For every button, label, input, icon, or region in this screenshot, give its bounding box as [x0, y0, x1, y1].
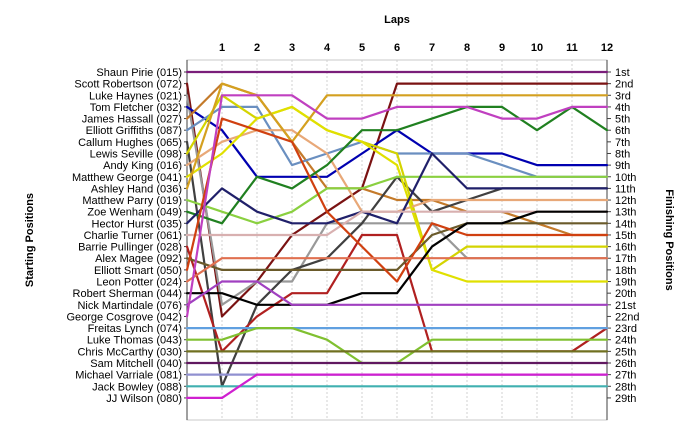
starting-position-label: Scott Robertson (072) — [74, 79, 182, 91]
left-axis-title: Starting Positions — [24, 193, 36, 287]
series-line — [185, 175, 609, 225]
starting-position-label: Leon Potter (024) — [96, 277, 182, 289]
finishing-position-label: 18th — [615, 265, 636, 277]
finishing-position-label: 7th — [615, 137, 630, 149]
finishing-position-label: 27th — [615, 370, 636, 382]
x-axis-title: Laps — [384, 14, 410, 26]
lap-tick-label: 8 — [464, 42, 470, 54]
starting-position-label: Barrie Pullinger (028) — [78, 242, 182, 254]
starting-position-label: Freitas Lynch (074) — [88, 323, 182, 335]
starting-position-label: Hector Hurst (035) — [92, 218, 182, 230]
starting-position-label: Callum Hughes (065) — [78, 137, 182, 149]
starting-position-label: Zoe Wenham (049) — [87, 207, 182, 219]
series-line — [185, 152, 609, 225]
starting-position-label: Shaun Pirie (015) — [96, 67, 182, 79]
series-line — [185, 117, 609, 283]
lap-tick-label: 7 — [429, 42, 435, 54]
lap-tick-label: 6 — [394, 42, 400, 54]
finishing-position-label: 29th — [615, 393, 636, 405]
starting-position-label: Michael Varriale (081) — [75, 370, 182, 382]
finishing-position-label: 17th — [615, 253, 636, 265]
starting-position-label: Matthew George (041) — [72, 172, 182, 184]
series-line — [185, 105, 609, 283]
finishing-position-label: 15th — [615, 230, 636, 242]
lap-tick-label: 12 — [601, 42, 613, 54]
right-axis-title: Finishing Positions — [663, 189, 675, 290]
starting-position-label: Jack Bowley (088) — [92, 381, 182, 393]
series-line — [185, 94, 609, 318]
finishing-position-label: 6th — [615, 125, 630, 137]
starting-position-label: Alex Magee (092) — [95, 253, 182, 265]
starting-position-label: Chris McCarthy (030) — [77, 346, 182, 358]
finishing-position-label: 21st — [615, 300, 636, 312]
starting-position-label: Elliott Smart (050) — [94, 265, 182, 277]
starting-position-label: Charlie Turner (061) — [84, 230, 182, 242]
finishing-position-label: 13th — [615, 207, 636, 219]
lap-tick-label: 2 — [254, 42, 260, 54]
lap-tick-label: 4 — [324, 42, 331, 54]
finishing-position-label: 14th — [615, 218, 636, 230]
series-line — [185, 222, 609, 271]
finishing-position-label: 12th — [615, 195, 636, 207]
starting-position-label: Nick Martindale (076) — [77, 300, 182, 312]
finishing-position-label: 8th — [615, 148, 630, 160]
lap-tick-label: 9 — [499, 42, 505, 54]
starting-position-label: Sam Mitchell (040) — [90, 358, 182, 370]
lap-tick-label: 11 — [566, 42, 578, 54]
finishing-position-label: 2nd — [615, 79, 633, 91]
finishing-position-label: 5th — [615, 114, 630, 126]
finishing-position-label: 26th — [615, 358, 636, 370]
starting-position-label: JJ Wilson (080) — [106, 393, 182, 405]
lap-tick-label: 10 — [531, 42, 543, 54]
starting-position-label: Tom Fletcher (032) — [90, 102, 182, 114]
starting-position-label: James Hassall (027) — [82, 114, 182, 126]
starting-position-label: Elliott Griffiths (087) — [86, 125, 182, 137]
finishing-position-label: 9th — [615, 160, 630, 172]
series-line — [185, 210, 609, 306]
finishing-position-label: 25th — [615, 346, 636, 358]
starting-position-label: Lewis Seville (098) — [90, 148, 182, 160]
starting-position-label: Luke Haynes (021) — [89, 90, 182, 102]
starting-position-label: Andy King (016) — [103, 160, 182, 172]
series-line — [185, 280, 609, 306]
lap-tick-label: 5 — [359, 42, 365, 54]
finishing-position-label: 4th — [615, 102, 630, 114]
finishing-position-label: 20th — [615, 288, 636, 300]
finishing-position-label: 3rd — [615, 90, 631, 102]
starting-position-label: George Cosgrove (042) — [66, 311, 182, 323]
finishing-position-label: 28th — [615, 381, 636, 393]
finishing-position-label: 16th — [615, 242, 636, 254]
starting-position-label: Luke Thomas (043) — [87, 335, 182, 347]
finishing-position-label: 11th — [615, 183, 636, 195]
finishing-position-label: 22nd — [615, 311, 639, 323]
finishing-position-label: 1st — [615, 67, 630, 79]
lap-tick-label: 1 — [219, 42, 225, 54]
starting-position-label: Robert Sherman (044) — [73, 288, 182, 300]
series-line — [185, 257, 609, 283]
lap-tick-label: 3 — [289, 42, 295, 54]
finishing-position-label: 10th — [615, 172, 636, 184]
finishing-position-label: 24th — [615, 335, 636, 347]
series-line — [185, 373, 609, 399]
starting-position-label: Ashley Hand (036) — [91, 183, 182, 195]
starting-position-label: Matthew Parry (019) — [82, 195, 182, 207]
finishing-position-label: 19th — [615, 277, 636, 289]
finishing-position-label: 23rd — [615, 323, 637, 335]
series-line — [185, 105, 609, 225]
